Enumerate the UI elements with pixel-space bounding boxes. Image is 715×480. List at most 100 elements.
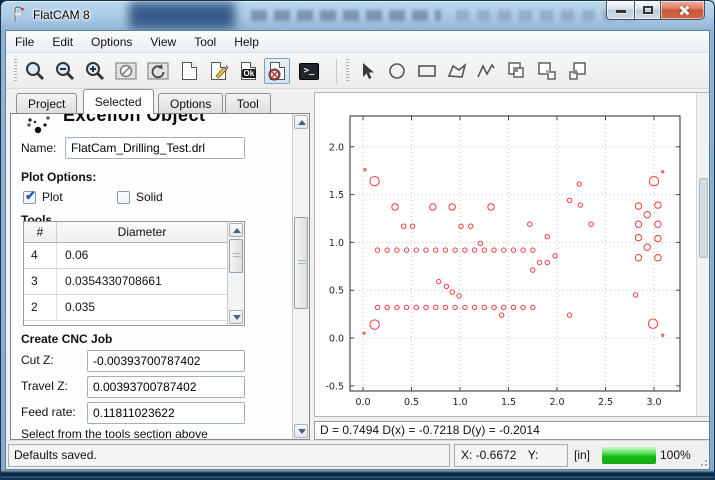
menu-edit[interactable]: Edit xyxy=(52,35,74,49)
menubar: File Edit Options View Tool Help xyxy=(6,31,709,53)
svg-text:2.0: 2.0 xyxy=(329,142,344,153)
replot-icon xyxy=(147,62,169,80)
tab-project[interactable]: Project xyxy=(16,93,78,114)
tool-diameter[interactable]: 0.035 xyxy=(65,300,96,314)
tool-number[interactable]: 2 xyxy=(24,295,57,320)
panel-scrollbar[interactable] xyxy=(292,114,309,439)
menu-file[interactable]: File xyxy=(15,35,35,49)
tool-diameter[interactable]: 0.06 xyxy=(65,248,89,262)
plot-canvas[interactable]: 0.0 0.5 1.0 1.5 2.0 2.5 3.0 -0.5 0.0 0.5 1.0 1.5 2.0 xyxy=(314,92,709,417)
svg-text:0.5: 0.5 xyxy=(329,286,344,297)
column-header-diameter[interactable]: Diameter xyxy=(117,225,167,239)
toolbar-drag-handle[interactable] xyxy=(346,59,349,83)
cursor-x: X: -0.6672 xyxy=(461,448,517,462)
name-label: Name: xyxy=(21,141,57,155)
menu-options[interactable]: Options xyxy=(91,35,133,49)
copy-geometry-button[interactable] xyxy=(534,58,560,84)
panel-scrollbar-thumb[interactable] xyxy=(294,217,308,309)
zoom-out-icon xyxy=(56,62,75,81)
ok-file-icon: Ok xyxy=(240,62,257,80)
menu-view[interactable]: View xyxy=(150,35,177,49)
tab-selected[interactable]: Selected xyxy=(82,89,154,114)
open-project-button[interactable] xyxy=(205,58,231,84)
select-pointer-icon xyxy=(363,63,374,79)
select-pointer-button[interactable] xyxy=(354,58,380,84)
draw-path-icon xyxy=(477,63,495,78)
draw-rectangle-icon xyxy=(418,65,436,77)
tool-diameter[interactable]: 0.0354330708661 xyxy=(65,274,162,288)
close-button[interactable] xyxy=(660,1,705,20)
cut-z-field[interactable] xyxy=(87,350,245,372)
scroll-down-button[interactable] xyxy=(294,424,308,438)
ok-badge: Ok xyxy=(241,69,257,78)
travel-z-field[interactable] xyxy=(87,376,245,398)
svg-text:0.5: 0.5 xyxy=(404,397,419,408)
tools-table[interactable]: # Diameter 4 0.06 3 0.0354330708661 2 0.035 xyxy=(23,221,245,326)
svg-text:3.0: 3.0 xyxy=(646,397,661,408)
tool-number[interactable]: 3 xyxy=(24,269,57,294)
draw-circle-button[interactable] xyxy=(384,58,410,84)
plot-scrollbar-thumb[interactable] xyxy=(699,178,708,258)
command-line-button[interactable]: >_ xyxy=(296,58,322,84)
scroll-up-button[interactable] xyxy=(294,115,308,129)
solid-checkbox-label: Solid xyxy=(136,190,163,204)
scroll-up-button[interactable] xyxy=(229,223,243,237)
new-project-button[interactable] xyxy=(176,58,202,84)
tab-options[interactable]: Options xyxy=(158,93,224,114)
minimize-button[interactable] xyxy=(606,1,635,20)
maximize-button[interactable] xyxy=(634,1,661,20)
zoom-out-button[interactable] xyxy=(52,58,78,84)
arrow-down-icon xyxy=(233,315,241,320)
delete-object-button[interactable] xyxy=(264,58,290,84)
plot-scrollbar[interactable] xyxy=(696,93,709,416)
tool-row[interactable]: 2 0.035 xyxy=(24,295,244,321)
menu-help[interactable]: Help xyxy=(234,35,259,49)
svg-text:2.0: 2.0 xyxy=(549,397,564,408)
copy-objects-button[interactable] xyxy=(503,58,529,84)
tools-hint: Select from the tools section above xyxy=(21,427,208,440)
arrow-down-icon xyxy=(298,429,306,434)
zoom-in-button[interactable] xyxy=(82,58,108,84)
menu-tool[interactable]: Tool xyxy=(194,35,217,49)
name-field[interactable] xyxy=(65,137,245,159)
table-scrollbar-thumb[interactable] xyxy=(229,239,243,273)
resize-grip[interactable] xyxy=(697,456,707,466)
column-header-number[interactable]: # xyxy=(24,222,57,242)
replot-button[interactable] xyxy=(145,58,171,84)
solid-checkbox[interactable] xyxy=(117,191,130,204)
paste-geometry-button[interactable] xyxy=(565,58,591,84)
plot-checkbox[interactable]: ✔ xyxy=(23,188,36,204)
draw-polygon-button[interactable] xyxy=(444,58,470,84)
glass-reflection xyxy=(129,2,235,29)
tool-number[interactable]: 4 xyxy=(24,243,57,268)
console-icon: >_ xyxy=(299,62,319,80)
draw-path-button[interactable] xyxy=(473,58,499,84)
zoom-fit-icon xyxy=(26,62,45,81)
svg-text:1.0: 1.0 xyxy=(329,238,344,249)
arrow-up-icon xyxy=(233,228,241,233)
toolbar-separator xyxy=(336,59,337,83)
feed-rate-field[interactable] xyxy=(87,402,245,424)
tabbar: Project Selected Options Tool xyxy=(10,89,316,114)
scroll-down-button[interactable] xyxy=(229,310,243,324)
drill-plot[interactable]: 0.0 0.5 1.0 1.5 2.0 2.5 3.0 -0.5 0.0 0.5 1.0 1.5 2.0 xyxy=(315,93,698,417)
clear-plot-button[interactable] xyxy=(113,58,139,84)
zoom-fit-button[interactable] xyxy=(22,58,48,84)
draw-circle-icon xyxy=(389,63,405,79)
tab-tool[interactable]: Tool xyxy=(224,93,271,114)
clear-plot-icon xyxy=(115,62,137,80)
tool-row[interactable]: 3 0.0354330708661 xyxy=(24,269,244,295)
titlebar[interactable]: FlatCAM 8 xyxy=(1,1,714,30)
tools-table-header: # Diameter xyxy=(24,222,244,243)
toolbar-drag-handle[interactable] xyxy=(14,59,17,83)
draw-rectangle-button[interactable] xyxy=(414,58,440,84)
save-project-button[interactable]: Ok xyxy=(235,58,261,84)
svg-text:1.0: 1.0 xyxy=(452,397,467,408)
tool-row[interactable]: 4 0.06 xyxy=(24,243,244,269)
svg-text:1.5: 1.5 xyxy=(329,190,344,201)
excellon-drill-icon xyxy=(27,116,50,134)
minimize-icon xyxy=(616,10,626,13)
table-scrollbar[interactable] xyxy=(227,222,244,325)
object-title: Excellon Object xyxy=(63,113,206,125)
